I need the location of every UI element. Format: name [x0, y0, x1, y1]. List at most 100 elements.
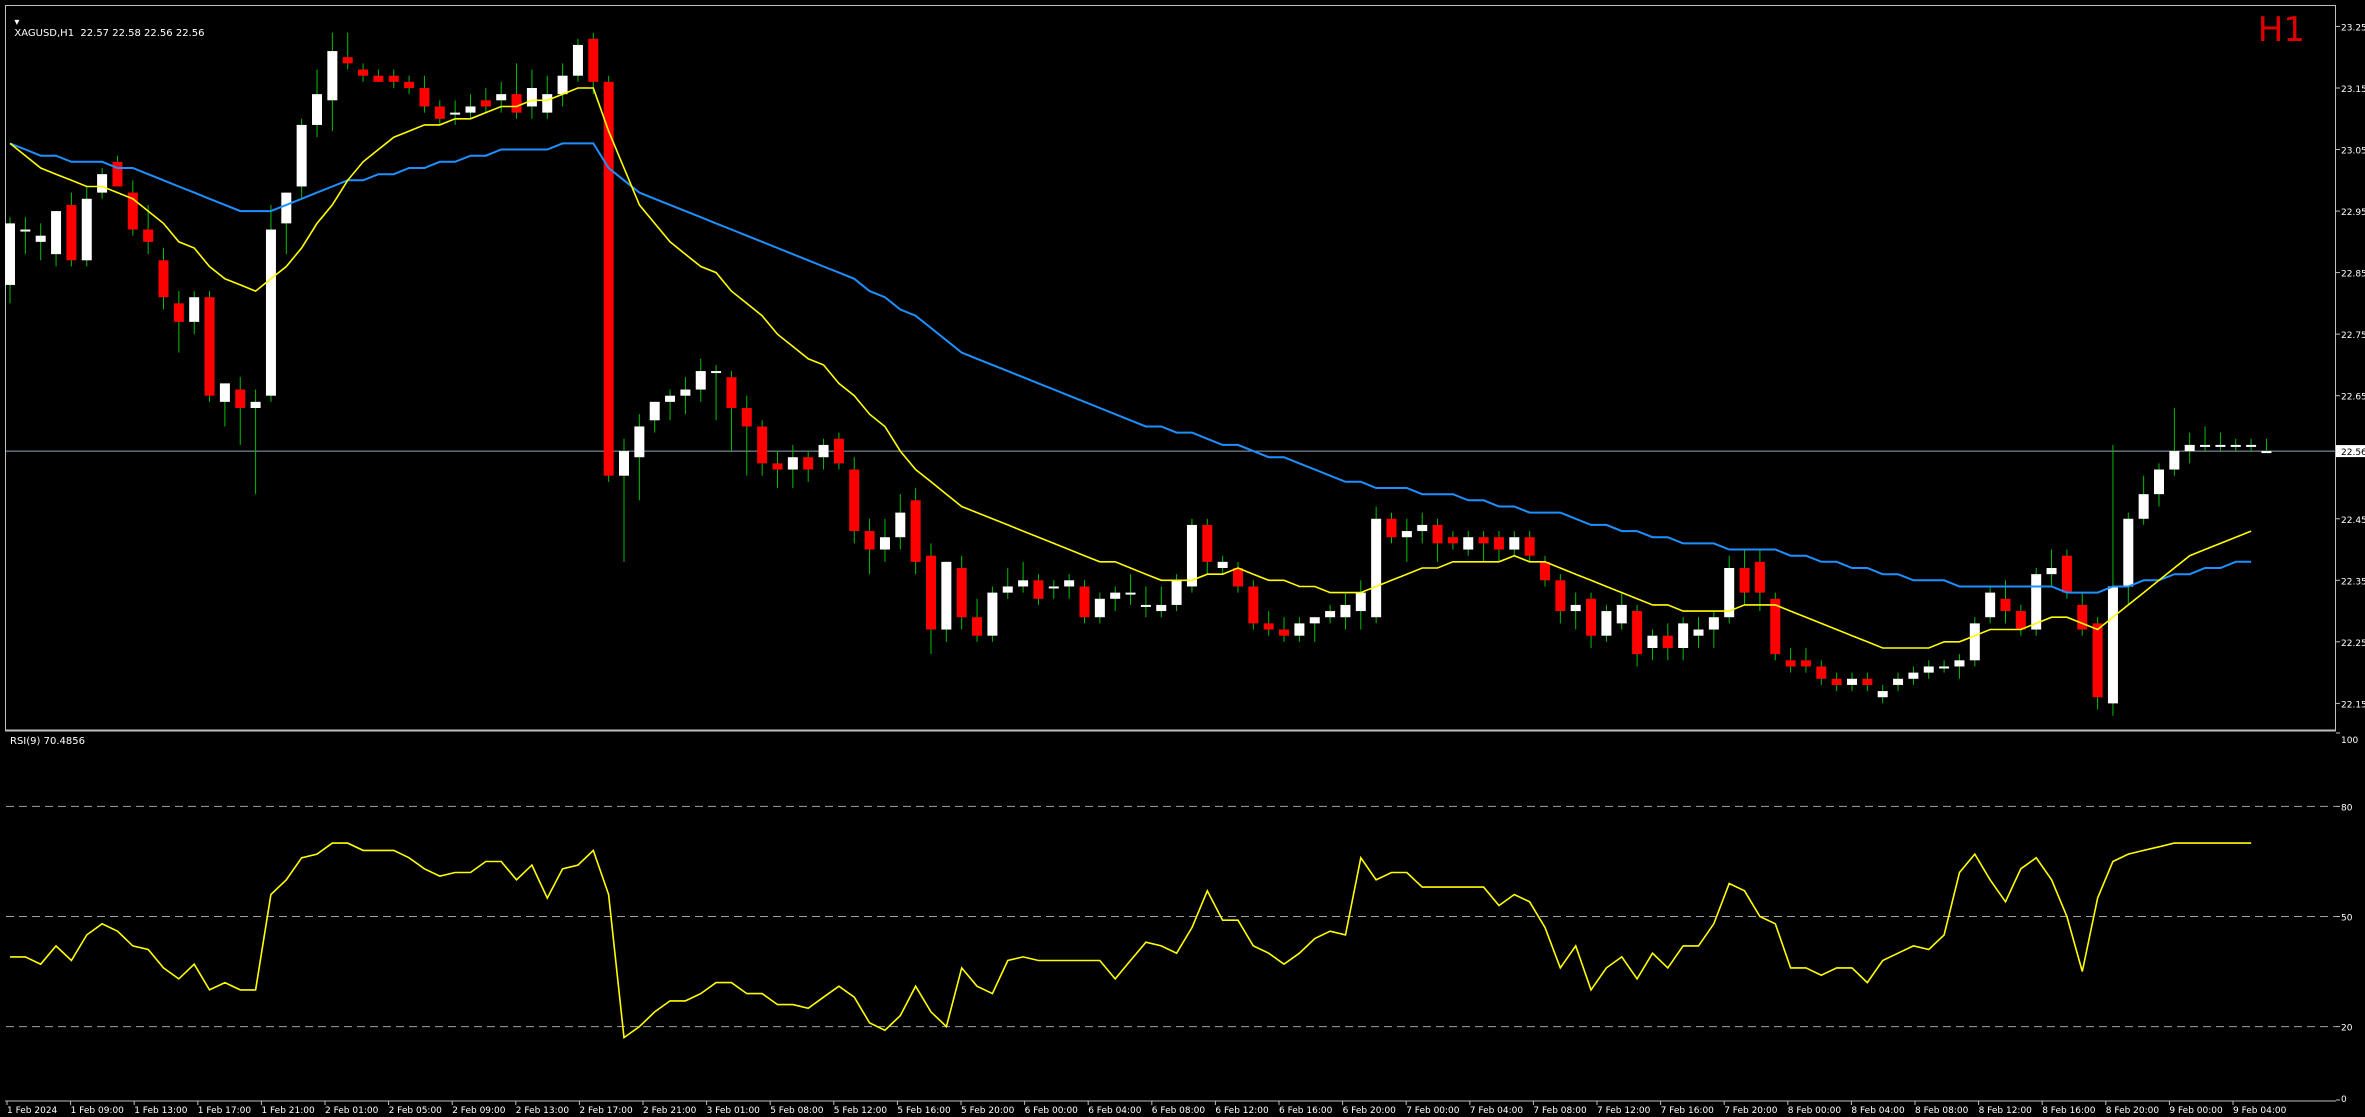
bear-candle	[1478, 537, 1489, 544]
bull-candle	[2200, 444, 2211, 447]
time-tick-label: 2 Feb 17:00	[579, 1106, 633, 1116]
time-tick-label: 8 Feb 04:00	[1851, 1106, 1905, 1116]
bull-candle	[895, 512, 906, 538]
time-tick-label: 2 Feb 21:00	[643, 1106, 697, 1116]
time-tick-label: 5 Feb 08:00	[770, 1106, 824, 1116]
ma-slow-line	[9, 142, 2252, 594]
bull-candle	[2154, 469, 2164, 495]
bull-candle	[1110, 592, 1121, 599]
time-tick-label: 6 Feb 16:00	[1279, 1106, 1333, 1116]
time-tick-label: 8 Feb 16:00	[2042, 1106, 2096, 1116]
price-tick-label: 22.25	[2341, 639, 2365, 649]
price-tick-label: 22.75	[2341, 331, 2365, 341]
rsi-title: RSI(9) 70.4856	[10, 736, 85, 747]
bear-candle	[1033, 580, 1044, 599]
bull-candle	[35, 235, 46, 242]
bull-candle	[1309, 617, 1320, 624]
bull-candle	[1294, 623, 1305, 636]
bull-candle	[1847, 678, 1857, 685]
bear-candle	[2000, 598, 2011, 612]
time-tick-label: 2 Feb 01:00	[325, 1106, 379, 1116]
bull-candle	[2215, 444, 2226, 447]
rsi-axis: 100 80 50 20 0	[2336, 732, 2358, 1105]
bear-candle	[158, 260, 169, 298]
bull-candle	[265, 229, 276, 396]
bull-candle	[250, 401, 261, 408]
bear-candle	[1816, 666, 1827, 679]
bull-candle	[1340, 604, 1351, 618]
rsi-tick-label: 0	[2341, 1095, 2347, 1105]
bear-candle	[173, 303, 184, 322]
bear-candle	[66, 204, 77, 261]
time-tick-label: 5 Feb 20:00	[961, 1106, 1015, 1116]
bull-candle	[1877, 691, 1888, 698]
chart-frame	[5, 5, 2336, 731]
time-tick-label: 3 Feb 01:00	[707, 1106, 761, 1116]
bear-candle	[1079, 586, 1090, 618]
bull-candle	[1985, 592, 1996, 618]
bear-candle	[1754, 561, 1765, 593]
bull-candle	[2184, 444, 2195, 452]
bull-candle	[1923, 666, 1934, 673]
bear-candle	[1800, 660, 1811, 667]
bull-candle	[450, 112, 461, 115]
time-tick-label: 2 Feb 09:00	[452, 1106, 506, 1116]
bear-candle	[204, 297, 215, 396]
bear-candle	[2015, 611, 2026, 630]
bull-candle	[1018, 580, 1029, 587]
time-tick-label: 2 Feb 05:00	[389, 1106, 443, 1116]
bull-candle	[296, 124, 307, 187]
price-panel	[5, 32, 2336, 716]
bull-candle	[526, 88, 537, 107]
bull-candle	[1724, 568, 1735, 618]
symbol-info: ▾ XAGUSD,H1 22.57 22.58 22.56 22.56	[8, 6, 204, 39]
bear-candle	[112, 161, 123, 187]
bull-candle	[1140, 604, 1151, 607]
bear-candle	[910, 500, 921, 562]
time-tick-label: 7 Feb 08:00	[1533, 1106, 1587, 1116]
bull-candle	[281, 192, 292, 224]
bear-candle	[1739, 568, 1750, 593]
bear-candle	[419, 88, 430, 107]
bear-candle	[757, 426, 768, 464]
symbol-info-text: XAGUSD,H1 22.57 22.58 22.56 22.56	[14, 28, 205, 39]
time-tick-label: 7 Feb 00:00	[1406, 1106, 1460, 1116]
collapse-triangle-icon[interactable]: ▾	[14, 17, 20, 28]
time-tick-label: 7 Feb 16:00	[1661, 1106, 1715, 1116]
rsi-panel	[6, 805, 2336, 1040]
bear-candle	[1632, 611, 1643, 655]
bear-candle	[358, 69, 369, 76]
bull-candle	[1002, 586, 1013, 593]
bull-candle	[695, 371, 706, 390]
bear-candle	[1831, 678, 1842, 685]
bear-candle	[143, 229, 154, 242]
bull-candle	[1509, 537, 1520, 550]
bull-candle	[1048, 586, 1059, 589]
time-tick-label: 7 Feb 12:00	[1597, 1106, 1651, 1116]
price-tick-label: 22.95	[2341, 208, 2365, 218]
bear-candle	[2061, 555, 2072, 593]
bull-candle	[2138, 494, 2149, 519]
bull-candle	[649, 401, 660, 421]
bear-candle	[1233, 568, 1243, 587]
bear-candle	[849, 469, 860, 532]
price-tick-label: 22.35	[2341, 577, 2365, 587]
time-tick-label: 1 Feb 13:00	[134, 1106, 188, 1116]
bull-candle	[2246, 444, 2257, 447]
bull-candle	[1601, 611, 1612, 636]
bear-candle	[2077, 604, 2088, 630]
bull-candle	[2261, 451, 2272, 454]
bull-candle	[2031, 574, 2042, 630]
time-tick-label: 1 Feb 17:00	[198, 1106, 252, 1116]
bear-candle	[1432, 524, 1443, 544]
bull-candle	[680, 389, 691, 396]
current-price-label: 22.56	[2341, 448, 2365, 458]
current-price-tag	[2336, 445, 2365, 458]
bull-candle	[1969, 623, 1980, 661]
bull-candle	[1094, 598, 1105, 618]
time-tick-label: 1 Feb 2024	[7, 1106, 58, 1116]
bear-candle	[404, 81, 415, 88]
price-tick-label: 23.15	[2341, 85, 2365, 95]
bull-candle	[879, 537, 890, 550]
bull-candle	[634, 426, 645, 458]
